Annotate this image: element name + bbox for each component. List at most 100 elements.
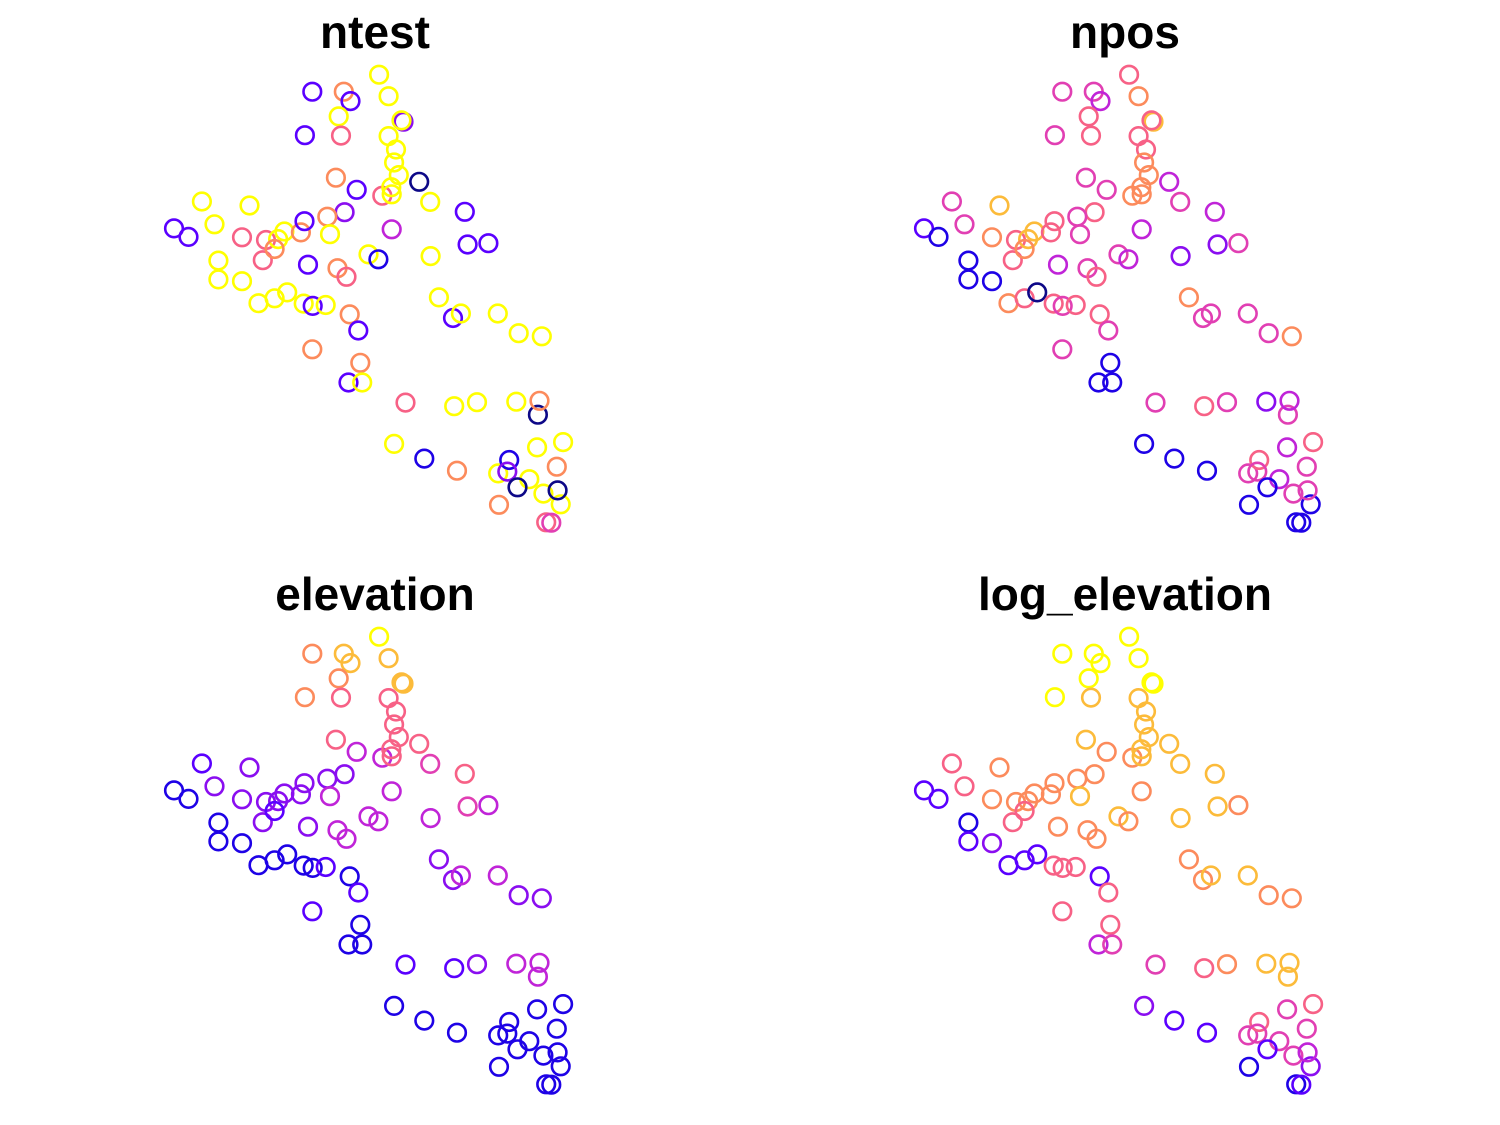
data-point xyxy=(1052,295,1073,317)
data-point xyxy=(478,233,499,254)
data-point xyxy=(420,191,441,212)
data-point xyxy=(1204,763,1225,784)
data-point xyxy=(1040,784,1061,805)
data-point xyxy=(1207,234,1228,255)
data-point xyxy=(444,958,465,979)
panel-npos: npos xyxy=(913,6,1324,533)
panel-title: npos xyxy=(1070,6,1180,58)
data-point xyxy=(302,901,323,922)
data-point xyxy=(497,461,518,482)
data-point xyxy=(488,1025,509,1046)
data-point xyxy=(1178,287,1199,308)
data-point xyxy=(330,125,352,146)
data-point xyxy=(1043,293,1064,314)
data-point xyxy=(1279,390,1300,411)
panel-ntest: ntest xyxy=(163,6,574,533)
data-point xyxy=(302,81,323,102)
data-point xyxy=(1080,125,1102,146)
data-point xyxy=(1196,1022,1218,1043)
data-point xyxy=(1133,152,1155,173)
data-point xyxy=(1228,233,1249,254)
data-point xyxy=(1075,167,1096,188)
data-point xyxy=(1194,958,1215,979)
data-point xyxy=(1069,786,1091,807)
data-point xyxy=(1090,652,1111,674)
data-point xyxy=(1044,687,1065,708)
data-point xyxy=(414,1010,435,1031)
data-point xyxy=(1052,643,1073,664)
data-point xyxy=(385,701,407,722)
data-point xyxy=(1108,806,1129,827)
data-point xyxy=(1118,811,1139,832)
data-point xyxy=(1128,126,1149,147)
data-point xyxy=(294,125,316,146)
data-point xyxy=(444,396,465,417)
data-point xyxy=(384,995,405,1017)
data-point xyxy=(339,304,360,325)
data-point xyxy=(1204,201,1225,222)
data-point xyxy=(1102,934,1123,955)
data-point xyxy=(204,776,225,797)
data-point xyxy=(384,152,405,173)
data-point xyxy=(348,320,369,341)
data-point xyxy=(958,269,979,290)
data-point xyxy=(1078,668,1099,689)
data-point xyxy=(381,739,402,760)
panel-title: elevation xyxy=(275,568,474,620)
data-point xyxy=(395,392,416,413)
data-point xyxy=(1075,729,1096,750)
data-point xyxy=(293,855,314,876)
data-point xyxy=(1133,714,1155,735)
data-point xyxy=(208,831,229,852)
data-point xyxy=(231,833,253,854)
data-point xyxy=(541,1074,562,1095)
data-point xyxy=(1249,449,1270,471)
data-point xyxy=(1145,392,1166,413)
data-point xyxy=(1100,914,1121,935)
data-point xyxy=(941,191,963,212)
data-point xyxy=(1135,701,1157,722)
data-point xyxy=(338,372,359,393)
data-point xyxy=(348,882,369,903)
data-point xyxy=(1247,461,1268,482)
data-point xyxy=(1090,90,1111,112)
data-point xyxy=(350,352,371,373)
data-point xyxy=(1247,1023,1268,1044)
data-point xyxy=(928,226,949,247)
data-point xyxy=(317,206,338,227)
data-point xyxy=(1135,139,1157,160)
data-point xyxy=(420,807,441,829)
data-point xyxy=(1276,999,1298,1020)
data-point xyxy=(385,139,407,160)
data-point xyxy=(1047,254,1069,275)
data-point xyxy=(208,269,229,290)
data-point xyxy=(1133,433,1155,455)
data-point xyxy=(381,781,402,802)
data-point xyxy=(550,1056,571,1077)
data-point xyxy=(1052,81,1073,102)
data-point xyxy=(317,768,338,789)
data-point xyxy=(531,326,552,347)
data-point xyxy=(420,246,441,267)
data-point xyxy=(497,1023,518,1044)
data-point xyxy=(1238,494,1260,515)
data-point xyxy=(239,757,260,778)
data-point xyxy=(1044,211,1065,232)
data-point xyxy=(1043,855,1064,876)
data-point xyxy=(381,746,402,767)
data-point xyxy=(315,294,336,316)
data-point xyxy=(208,250,229,271)
data-point xyxy=(302,643,323,664)
data-point xyxy=(913,780,935,801)
data-point xyxy=(533,1045,554,1066)
panel-title: log_elevation xyxy=(978,568,1272,620)
data-point xyxy=(1170,246,1191,267)
data-point xyxy=(1067,768,1088,789)
data-point xyxy=(391,110,412,131)
data-point xyxy=(981,271,1003,292)
data-point xyxy=(1283,483,1304,504)
data-point xyxy=(1128,648,1149,669)
data-point xyxy=(1291,512,1312,533)
data-point xyxy=(1159,171,1180,192)
data-point xyxy=(1067,206,1088,227)
